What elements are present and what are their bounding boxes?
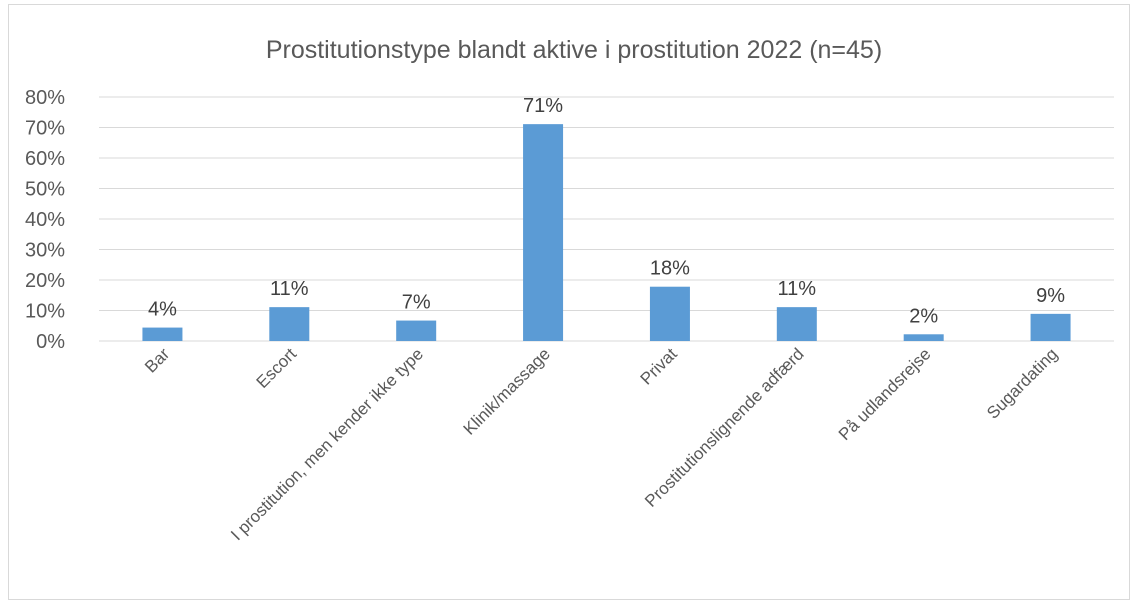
bar	[396, 320, 437, 341]
x-tick-label: Escort	[253, 344, 301, 392]
x-tick-label: Klinik/massage	[460, 344, 554, 438]
data-label: 11%	[778, 278, 817, 300]
bar	[776, 307, 817, 341]
bar	[903, 334, 944, 341]
y-tick-label: 30%	[25, 240, 65, 262]
x-tick-label: Privat	[637, 344, 681, 388]
bar	[142, 327, 183, 341]
bar	[269, 307, 310, 341]
y-tick-label: 0%	[36, 331, 65, 353]
y-tick-label: 70%	[25, 118, 65, 140]
y-tick-label: 40%	[25, 209, 65, 231]
bars	[142, 124, 1071, 342]
y-tick-label: 50%	[25, 179, 65, 201]
y-axis: 0% 10% 20% 30% 40% 50% 60% 70% 80%	[25, 87, 65, 353]
y-tick-label: 10%	[25, 301, 65, 323]
bar	[1030, 313, 1071, 341]
data-label: 4%	[148, 299, 177, 321]
data-label: 9%	[1036, 285, 1065, 307]
x-tick-label: Sugardating	[983, 344, 1061, 422]
y-tick-label: 80%	[25, 87, 65, 109]
chart-title: Prostitutionstype blandt aktive i prosti…	[266, 36, 882, 64]
data-label: 71%	[523, 95, 563, 117]
chart-frame: Prostitutionstype blandt aktive i prosti…	[8, 4, 1130, 600]
data-label: 18%	[650, 258, 690, 280]
bar	[649, 286, 690, 341]
x-tick-label: På udlandsrejse	[835, 344, 935, 444]
y-tick-label: 60%	[25, 148, 65, 170]
gridlines	[99, 96, 1114, 342]
data-label: 2%	[909, 305, 938, 327]
data-labels: 4% 11% 7% 71% 18% 11% 2% 9%	[148, 95, 1065, 327]
y-tick-label: 20%	[25, 270, 65, 292]
data-label: 7%	[402, 292, 431, 314]
bar-chart: Prostitutionstype blandt aktive i prosti…	[25, 36, 1114, 544]
data-label: 11%	[270, 278, 309, 300]
x-tick-label: Bar	[141, 344, 173, 376]
bar	[523, 124, 564, 342]
